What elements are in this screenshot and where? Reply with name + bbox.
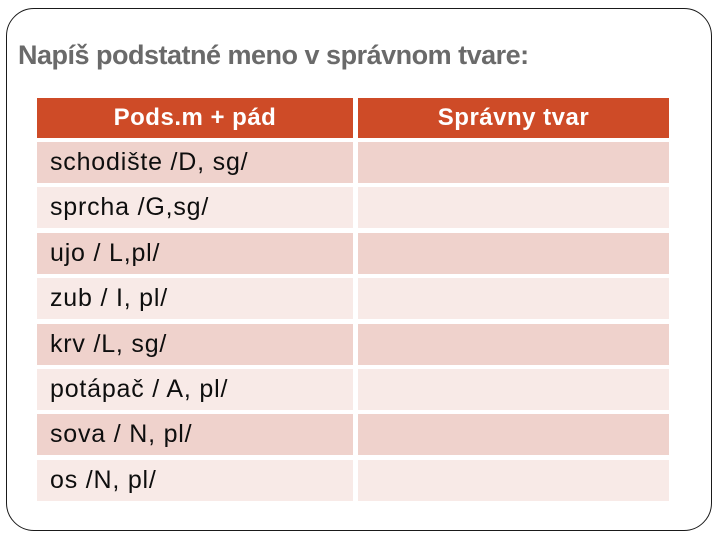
table-row: schodište /D, sg/	[37, 142, 669, 183]
pods-cell: schodište /D, sg/	[37, 142, 353, 183]
table-row: sova / N, pl/	[37, 414, 669, 456]
answer-cell	[358, 368, 669, 410]
answer-cell	[358, 459, 669, 501]
answer-cell	[358, 187, 669, 229]
answer-cell	[358, 278, 669, 320]
answer-cell	[358, 414, 669, 456]
column-header-pods: Pods.m + pád	[37, 98, 353, 138]
answer-cell	[358, 142, 669, 183]
pods-cell: os /N, pl/	[37, 459, 353, 501]
answer-cell	[358, 323, 669, 365]
pods-cell: zub / I, pl/	[37, 278, 353, 320]
table-row: potápač / A, pl/	[37, 368, 669, 410]
pods-cell: krv /L, sg/	[37, 323, 353, 365]
answer-cell	[358, 232, 669, 274]
pods-cell: potápač / A, pl/	[37, 368, 353, 410]
table-row: zub / I, pl/	[37, 278, 669, 320]
table-row: ujo / L,pl/	[37, 232, 669, 274]
pods-cell: ujo / L,pl/	[37, 232, 353, 274]
pods-cell: sprcha /G,sg/	[37, 187, 353, 229]
table-header-row: Pods.m + pád Správny tvar	[37, 98, 669, 138]
table-row: krv /L, sg/	[37, 323, 669, 365]
table-row: sprcha /G,sg/	[37, 187, 669, 229]
worksheet-table: Pods.m + pád Správny tvar schodište /D, …	[37, 98, 669, 505]
table-body: schodište /D, sg/ sprcha /G,sg/ ujo / L,…	[37, 142, 669, 501]
slide-title: Napíš podstatné meno v správnom tvare:	[18, 40, 529, 70]
pods-cell: sova / N, pl/	[37, 414, 353, 456]
column-header-spravny: Správny tvar	[358, 98, 669, 138]
table-row: os /N, pl/	[37, 459, 669, 501]
